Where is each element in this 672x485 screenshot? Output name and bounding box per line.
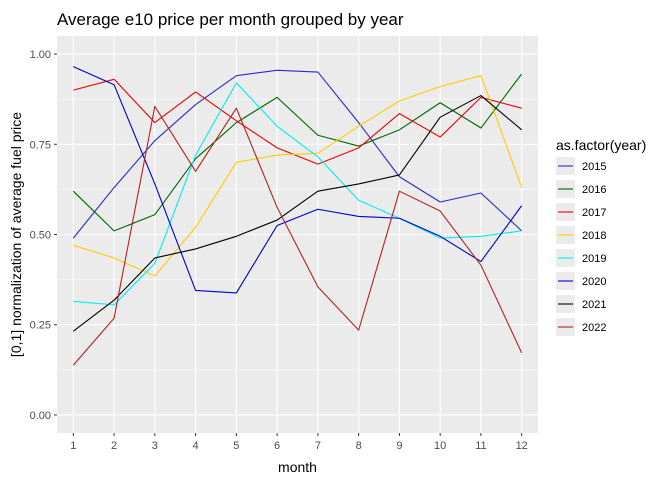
y-tick-label: 0.25 <box>30 320 51 332</box>
legend-item-2016: 2016 <box>556 180 606 198</box>
legend-label-2015: 2015 <box>582 161 606 173</box>
x-tick-label: 9 <box>396 440 402 452</box>
legend: as.factor(year) 2015 2016 2017 2018 2019 2020… <box>556 137 646 336</box>
legend-item-2022: 2022 <box>556 318 606 336</box>
legend-label-2017: 2017 <box>582 207 606 219</box>
legend-label-2019: 2019 <box>582 253 606 265</box>
legend-label-2018: 2018 <box>582 230 606 242</box>
y-tick-label: 0.75 <box>30 139 51 151</box>
x-tick-label: 3 <box>152 440 158 452</box>
legend-title: as.factor(year) <box>556 137 646 153</box>
series-line-2022 <box>72 105 523 366</box>
x-tick-label: 2 <box>111 440 117 452</box>
series-lines <box>72 66 523 366</box>
x-axis: 1 2 3 4 5 6 7 8 9 10 11 12 <box>70 433 528 452</box>
chart-title: Average e10 price per month grouped by y… <box>57 10 404 29</box>
x-tick-label: 8 <box>356 440 362 452</box>
minor-gridlines <box>57 98 538 371</box>
y-axis-label: [0,1] normalization of average fuel pric… <box>8 112 24 357</box>
legend-label-2022: 2022 <box>582 322 606 334</box>
y-tick-label: 0.00 <box>30 410 51 422</box>
legend-item-2021: 2021 <box>556 295 606 313</box>
x-tick-label: 4 <box>193 440 199 452</box>
legend-label-2020: 2020 <box>582 276 606 288</box>
series-line-2019 <box>73 82 522 306</box>
legend-items: 2015 2016 2017 2018 2019 2020 2021 2022 <box>556 157 606 336</box>
x-tick-label: 6 <box>274 440 280 452</box>
series-line-2016 <box>72 73 523 232</box>
legend-label-2021: 2021 <box>582 299 606 311</box>
major-gridlines <box>57 36 538 433</box>
x-axis-label: month <box>278 459 317 475</box>
series-line-2015 <box>72 69 523 239</box>
legend-label-2016: 2016 <box>582 184 606 196</box>
legend-item-2015: 2015 <box>556 157 606 175</box>
series-line-2021 <box>72 95 523 332</box>
x-tick-label: 7 <box>315 440 321 452</box>
x-tick-label: 10 <box>434 440 446 452</box>
legend-item-2020: 2020 <box>556 272 606 290</box>
y-tick-label: 0.50 <box>30 230 51 242</box>
legend-item-2019: 2019 <box>556 249 606 267</box>
y-axis: 0.00 0.25 0.50 0.75 1.00 <box>30 49 57 422</box>
x-tick-label: 12 <box>516 440 528 452</box>
x-tick-label: 1 <box>70 440 76 452</box>
legend-item-2018: 2018 <box>556 226 606 244</box>
series-line-2020 <box>73 66 523 294</box>
x-tick-label: 11 <box>475 440 486 452</box>
series-line-2018 <box>73 75 523 277</box>
x-tick-label: 5 <box>233 440 239 452</box>
y-tick-label: 1.00 <box>30 49 51 61</box>
series-line-2017 <box>73 78 522 165</box>
legend-item-2017: 2017 <box>556 203 606 221</box>
